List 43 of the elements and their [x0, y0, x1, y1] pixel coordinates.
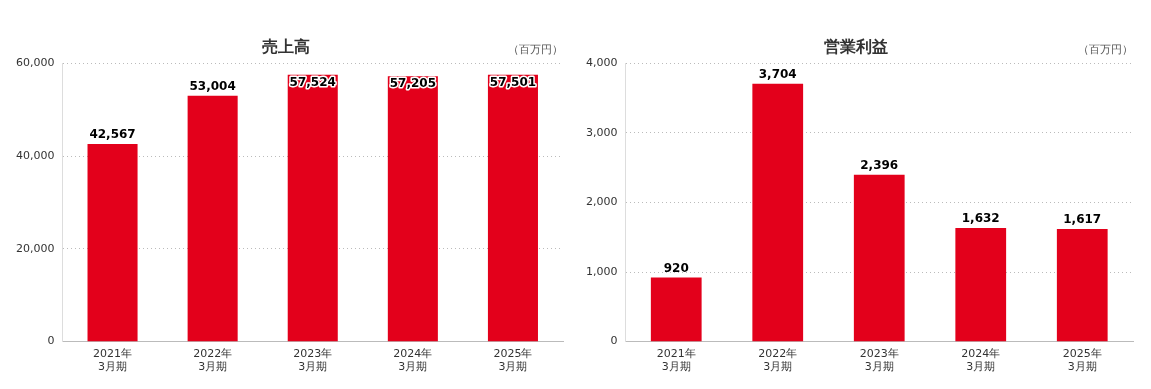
y-tick-label: 4,000	[585, 56, 618, 70]
data-label: 3,704	[758, 66, 797, 81]
x-tick-label: 2022年 3月期	[758, 347, 798, 374]
data-label: 57,524	[289, 74, 336, 89]
chart-title: 営業利益	[823, 36, 888, 56]
y-axis-title: （百万円）	[1078, 42, 1133, 56]
data-label: 1,617	[1063, 212, 1102, 227]
y-axis-title: （百万円）	[508, 42, 563, 56]
data-label: 57,205	[389, 76, 436, 91]
bar	[650, 277, 702, 342]
y-tick-label: 60,000	[15, 56, 55, 70]
y-tick-label: 20,000	[15, 241, 55, 255]
bar	[87, 144, 138, 342]
y-tick-label: 40,000	[15, 148, 55, 162]
data-label: 920	[663, 260, 689, 275]
chart-title: 売上高	[261, 36, 310, 56]
x-tick-label: 2021年 3月期	[656, 347, 696, 374]
x-tick-label: 2023年 3月期	[859, 347, 899, 374]
x-tick-label: 2022年 3月期	[193, 347, 233, 374]
x-tick-label: 2025年 3月期	[1062, 347, 1102, 374]
y-tick-label: 1,000	[585, 264, 618, 278]
bar	[487, 74, 538, 342]
x-tick-label: 2021年 3月期	[93, 347, 133, 374]
data-label: 57,501	[489, 74, 537, 89]
x-tick-label: 2024年 3月期	[393, 347, 433, 374]
data-label: 1,632	[961, 211, 1000, 226]
bar	[287, 74, 338, 342]
bar	[187, 95, 238, 342]
x-tick-label: 2024年 3月期	[961, 347, 1001, 374]
bar	[752, 83, 804, 342]
x-tick-label: 2025年 3月期	[493, 347, 533, 374]
data-label: 53,004	[189, 78, 236, 93]
bar	[853, 174, 905, 342]
y-tick-label: 0	[610, 334, 618, 348]
y-tick-label: 3,000	[585, 125, 618, 139]
bar	[1056, 229, 1108, 342]
y-tick-label: 2,000	[585, 195, 618, 209]
y-tick-label: 0	[47, 334, 55, 348]
bar	[387, 76, 438, 342]
data-label: 2,396	[860, 157, 899, 172]
bar	[955, 228, 1007, 342]
x-tick-label: 2023年 3月期	[293, 347, 333, 374]
data-label: 42,567	[89, 127, 136, 142]
